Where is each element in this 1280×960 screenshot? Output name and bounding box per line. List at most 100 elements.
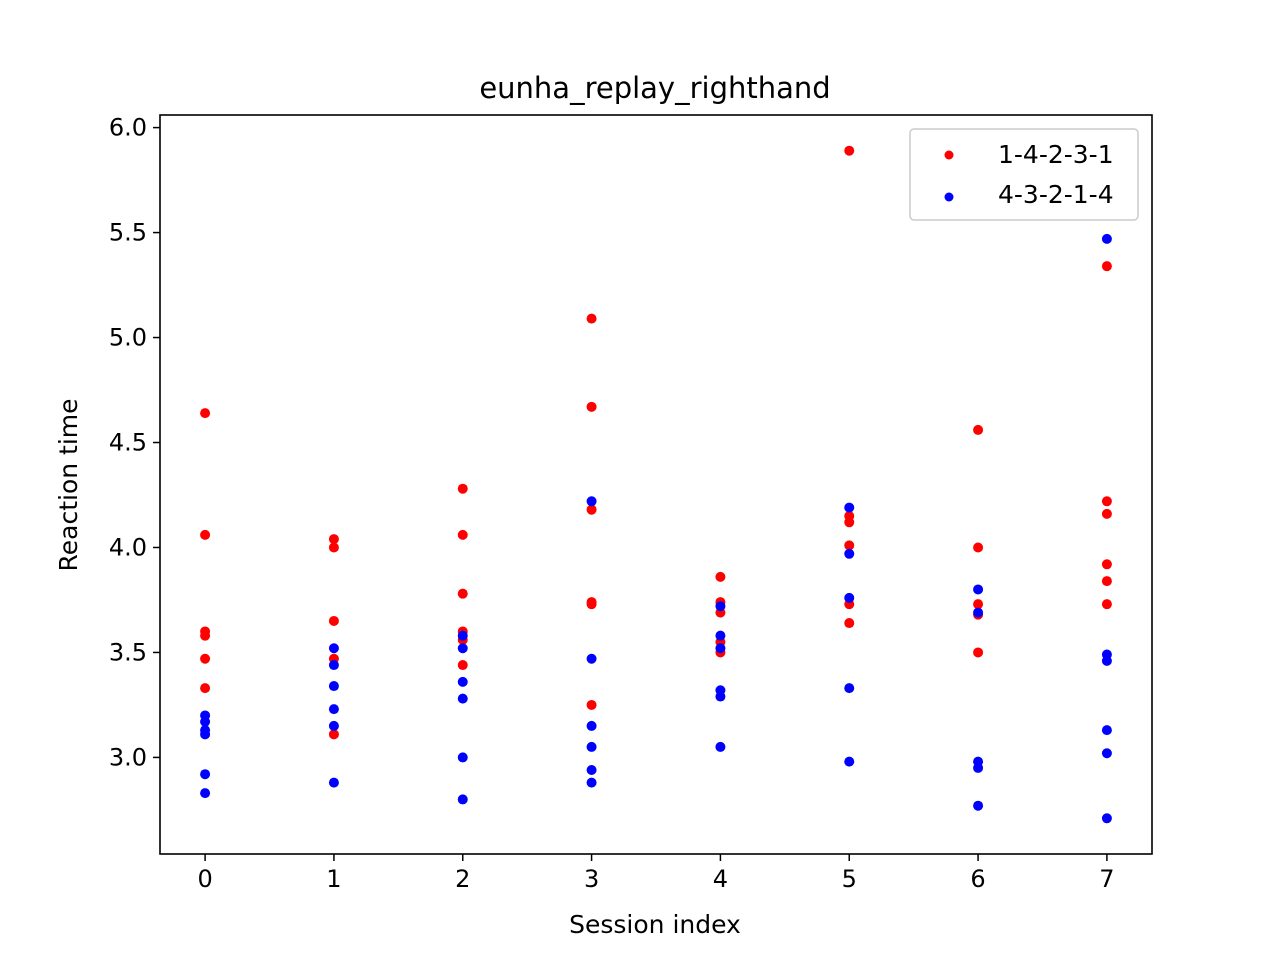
point-series-2-21	[586, 741, 597, 752]
point-series-2-36	[973, 607, 984, 618]
point-series-1-13	[457, 588, 468, 599]
point-series-2-15	[457, 693, 468, 704]
point-series-2-29	[715, 741, 726, 752]
point-series-1-34	[973, 424, 984, 435]
point-series-2-9	[328, 704, 339, 715]
point-series-2-24	[715, 601, 726, 612]
point-series-1-22	[586, 699, 597, 710]
x-tick-label: 4	[713, 865, 728, 893]
point-series-1-18	[586, 401, 597, 412]
legend-marker-series-2	[944, 192, 954, 202]
point-series-2-11	[328, 777, 339, 788]
plot-area-frame	[159, 114, 1153, 855]
point-series-1-35	[973, 542, 984, 553]
point-series-1-21	[586, 599, 597, 610]
point-series-1-41	[1101, 508, 1112, 519]
point-series-2-18	[586, 496, 597, 507]
point-series-2-20	[586, 720, 597, 731]
point-series-2-32	[844, 592, 855, 603]
point-series-2-25	[715, 630, 726, 641]
x-tick-label: 5	[842, 865, 857, 893]
legend-label-series-1: 1-4-2-3-1	[998, 140, 1114, 169]
point-series-2-19	[586, 653, 597, 664]
chart-title: eunha_replay_righthand	[479, 71, 830, 105]
point-series-1-38	[973, 647, 984, 658]
point-series-2-14	[457, 676, 468, 687]
y-axis: 3.0 3.5 4.0 4.5 5.0 5.5 6.0	[109, 114, 160, 771]
point-series-1-12	[457, 529, 468, 540]
point-series-1-3	[200, 630, 211, 641]
point-series-1-8	[328, 615, 339, 626]
point-series-1-10	[328, 729, 339, 740]
point-series-1-42	[1101, 559, 1112, 570]
point-series-2-13	[457, 643, 468, 654]
point-series-2-16	[457, 752, 468, 763]
point-series-1-36	[973, 599, 984, 610]
point-series-2-1	[200, 716, 211, 727]
point-series-2-38	[973, 762, 984, 773]
x-tick-label: 0	[197, 865, 212, 893]
point-series-2-22	[586, 765, 597, 776]
point-series-2-10	[328, 720, 339, 731]
point-series-1-4	[200, 653, 211, 664]
y-tick-label: 6.0	[109, 114, 147, 142]
points-layer	[200, 145, 1112, 824]
point-series-1-7	[328, 542, 339, 553]
point-series-2-23	[586, 777, 597, 788]
point-series-1-33	[844, 618, 855, 629]
point-series-2-43	[1101, 725, 1112, 736]
x-tick-label: 2	[455, 865, 470, 893]
y-tick-label: 5.0	[109, 324, 147, 352]
point-series-2-6	[328, 643, 339, 654]
x-tick-label: 6	[970, 865, 985, 893]
point-series-2-7	[328, 660, 339, 671]
y-tick-label: 4.5	[109, 429, 147, 457]
point-series-2-34	[844, 756, 855, 767]
point-series-2-31	[844, 548, 855, 559]
point-series-1-40	[1101, 496, 1112, 507]
point-series-2-44	[1101, 748, 1112, 759]
series-2	[200, 233, 1112, 824]
point-series-1-19	[586, 504, 597, 515]
point-series-2-26	[715, 643, 726, 654]
x-tick-label: 7	[1099, 865, 1114, 893]
y-tick-label: 3.5	[109, 638, 147, 666]
point-series-1-11	[457, 483, 468, 494]
point-series-2-45	[1101, 813, 1112, 824]
x-axis: 0 1 2 3 4 5 6 7	[197, 854, 1115, 893]
legend-frame	[909, 128, 1139, 221]
x-tick-label: 3	[584, 865, 599, 893]
point-series-1-30	[844, 517, 855, 528]
point-series-2-28	[715, 691, 726, 702]
legend-marker-series-1	[944, 150, 954, 160]
y-tick-label: 4.0	[109, 533, 147, 561]
point-series-2-8	[328, 681, 339, 692]
point-series-1-39	[1101, 261, 1112, 272]
series-1	[200, 145, 1112, 740]
point-series-1-6	[328, 534, 339, 545]
point-series-2-4	[200, 769, 211, 780]
point-series-1-17	[586, 313, 597, 324]
point-series-1-5	[200, 683, 211, 694]
legend: 1-4-2-3-1 4-3-2-1-4	[909, 128, 1139, 221]
point-series-2-39	[973, 800, 984, 811]
y-tick-label: 3.0	[109, 743, 147, 771]
point-series-1-0	[200, 408, 211, 419]
point-series-1-1	[200, 529, 211, 540]
point-series-2-5	[200, 788, 211, 799]
x-axis-label: Session index	[569, 910, 741, 939]
point-series-2-42	[1101, 655, 1112, 666]
point-series-1-23	[715, 571, 726, 582]
y-axis-label: Reaction time	[54, 398, 83, 571]
legend-label-series-2: 4-3-2-1-4	[998, 180, 1114, 209]
point-series-1-43	[1101, 576, 1112, 587]
point-series-1-31	[844, 540, 855, 551]
point-series-1-16	[457, 660, 468, 671]
point-series-2-17	[457, 794, 468, 805]
point-series-2-3	[200, 729, 211, 740]
point-series-2-33	[844, 683, 855, 694]
point-series-1-28	[844, 145, 855, 156]
point-series-1-44	[1101, 599, 1112, 610]
point-series-2-40	[1101, 233, 1112, 244]
